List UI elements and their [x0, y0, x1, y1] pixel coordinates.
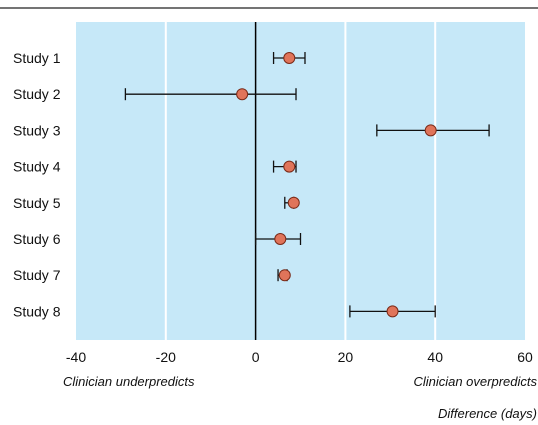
study-label: Study 6 — [13, 231, 61, 247]
x-tick-label: -20 — [156, 349, 176, 365]
study-row: Study 4 — [13, 159, 297, 175]
gridlines — [164, 22, 437, 340]
x-axis-label: Difference (days) — [438, 406, 537, 421]
study-label: Study 7 — [13, 267, 61, 283]
study-label: Study 8 — [13, 303, 61, 319]
study-label: Study 1 — [13, 50, 61, 66]
study-label: Study 5 — [13, 195, 61, 211]
x-tick-label: 0 — [252, 349, 260, 365]
x-axis-ticks: -40 -20 0 20 40 60 — [66, 349, 533, 365]
point-estimate — [274, 233, 287, 245]
study-row: Study 7 — [13, 267, 291, 283]
point-estimate — [278, 269, 291, 282]
plot-panel — [76, 22, 525, 340]
study-row: Study 5 — [13, 195, 300, 211]
point-estimate — [236, 88, 249, 101]
study-row: Study 3 — [13, 122, 490, 138]
study-label: Study 2 — [13, 86, 61, 102]
point-estimate — [386, 305, 399, 318]
study-row: Study 2 — [13, 86, 297, 102]
annotation-right: Clinician overpredicts — [413, 374, 537, 389]
point-estimate — [283, 160, 296, 173]
study-label: Study 4 — [13, 159, 61, 175]
point-estimate — [424, 124, 437, 137]
study-label: Study 3 — [13, 122, 61, 138]
study-row: Study 1 — [13, 50, 306, 66]
x-tick-label: 20 — [338, 349, 354, 365]
x-tick-label: -40 — [66, 349, 86, 365]
annotation-left: Clinician underpredicts — [63, 374, 195, 389]
point-estimate — [287, 196, 300, 209]
x-tick-label: 40 — [427, 349, 443, 365]
x-tick-label: 60 — [517, 349, 533, 365]
study-rows: Study 1 Study 2 Study 3 Study 4 Study 5 Study… — [13, 50, 490, 319]
study-row: Study 6 — [13, 231, 302, 247]
point-estimate — [283, 52, 296, 64]
study-row: Study 8 — [13, 303, 436, 319]
